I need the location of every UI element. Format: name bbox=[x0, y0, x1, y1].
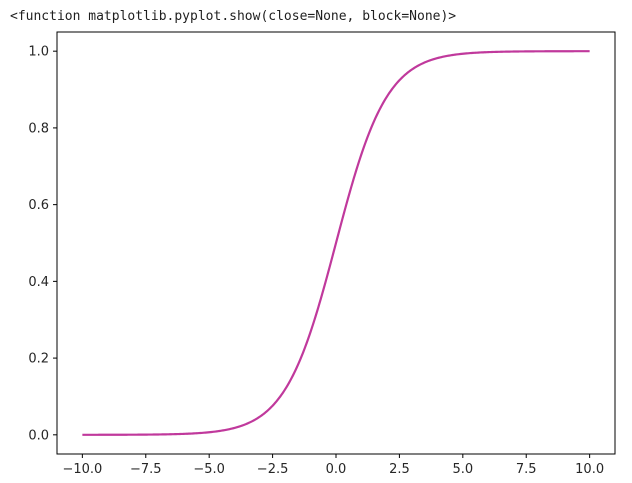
x-tick-label: 7.5 bbox=[516, 462, 537, 477]
y-tick-label: 0.8 bbox=[28, 121, 49, 136]
y-tick-label: 0.6 bbox=[28, 198, 49, 213]
x-tick-label: 0.0 bbox=[326, 462, 347, 477]
x-tick-label: 5.0 bbox=[452, 462, 473, 477]
y-tick-label: 0.0 bbox=[28, 428, 49, 443]
x-tick-label: −7.5 bbox=[130, 462, 162, 477]
x-tick-label: 10.0 bbox=[575, 462, 604, 477]
plot-area bbox=[56, 31, 616, 455]
x-tick-label: −10.0 bbox=[62, 462, 102, 477]
y-tick-label: 0.4 bbox=[28, 275, 49, 290]
y-tick-label: 1.0 bbox=[28, 45, 49, 60]
y-tick-label: 0.2 bbox=[28, 352, 49, 367]
x-tick-label: 2.5 bbox=[389, 462, 410, 477]
x-tick-label: −5.0 bbox=[193, 462, 225, 477]
cell-output-text: <function matplotlib.pyplot.show(close=N… bbox=[10, 9, 457, 24]
series-line-sigmoid bbox=[82, 50, 590, 436]
x-axis: −10.0 −7.5 −5.0 −2.5 0.0 2.5 5.0 7.5 10.0 bbox=[62, 454, 604, 477]
x-tick-label: −2.5 bbox=[257, 462, 289, 477]
y-axis: 0.0 0.2 0.4 0.6 0.8 1.0 bbox=[28, 45, 57, 443]
